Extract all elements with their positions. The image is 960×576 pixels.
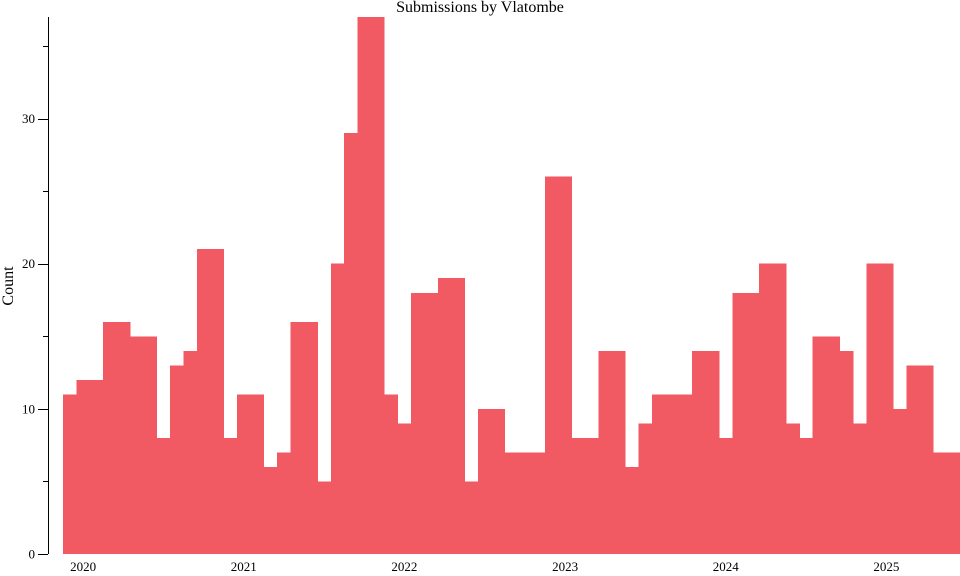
y-tick-label: 10 xyxy=(22,401,35,416)
bar-2021-04 xyxy=(277,452,291,554)
bar-2020-11 xyxy=(210,249,225,554)
bar-2022-11 xyxy=(531,452,546,554)
bar-2022-02 xyxy=(411,292,425,554)
bar-2021-02 xyxy=(250,394,265,554)
x-tick-label: 2024 xyxy=(713,559,740,574)
bar-2021-05 xyxy=(290,321,305,554)
bar-2023-09 xyxy=(665,394,680,554)
bar-2023-12 xyxy=(705,350,720,554)
bar-2021-12 xyxy=(384,394,399,554)
bar-2023-04 xyxy=(598,350,613,554)
bar-2023-01 xyxy=(558,176,573,554)
bar-2025-06 xyxy=(946,452,960,554)
bar-2020-09 xyxy=(183,350,198,554)
bar-2022-01 xyxy=(397,423,412,554)
bar-2019-12 xyxy=(63,394,77,554)
bar-2024-05 xyxy=(772,263,787,554)
bar-2023-08 xyxy=(652,394,666,554)
bar-2021-06 xyxy=(303,321,318,554)
bar-2022-03 xyxy=(424,292,439,554)
bar-2021-11 xyxy=(370,17,385,554)
bar-2021-10 xyxy=(357,17,372,554)
bar-2021-03 xyxy=(263,466,278,554)
bar-2024-11 xyxy=(852,423,867,554)
bar-2020-02 xyxy=(89,379,104,554)
bars-group xyxy=(63,17,960,555)
y-tick-label: 0 xyxy=(29,547,36,562)
bar-2023-07 xyxy=(638,423,653,554)
bar-2024-04 xyxy=(759,263,773,554)
y-axis: 0 10 20 30 xyxy=(22,17,49,562)
bar-2020-08 xyxy=(170,365,184,554)
bar-2023-02 xyxy=(571,437,586,554)
bar-2022-10 xyxy=(518,452,532,554)
bar-2024-03 xyxy=(745,292,760,554)
bar-2024-06 xyxy=(785,423,800,554)
bar-2023-10 xyxy=(678,394,693,554)
bar-2025-05 xyxy=(933,452,948,554)
y-tick-label: 20 xyxy=(22,256,35,271)
bar-2022-08 xyxy=(491,408,506,554)
bar-2025-03 xyxy=(906,365,921,554)
bar-2023-05 xyxy=(611,350,626,554)
bar-2024-10 xyxy=(839,350,854,554)
chart-title: Submissions by Vlatombe xyxy=(396,0,564,16)
bar-2023-06 xyxy=(625,466,640,554)
bar-2025-02 xyxy=(893,408,907,554)
bar-2023-03 xyxy=(585,437,599,554)
bar-2023-11 xyxy=(692,350,707,554)
bar-2020-07 xyxy=(156,437,171,554)
bar-2020-04 xyxy=(116,321,131,554)
bar-2022-09 xyxy=(504,452,519,554)
bar-2021-07 xyxy=(317,481,332,554)
bar-2021-08 xyxy=(330,263,345,554)
x-tick-label: 2025 xyxy=(873,559,899,574)
x-tick-label: 2023 xyxy=(552,559,578,574)
bar-2024-02 xyxy=(732,292,747,554)
bar-2025-01 xyxy=(879,263,894,554)
bar-2021-09 xyxy=(344,133,358,555)
bar-2025-04 xyxy=(919,365,934,554)
y-tick-label: 30 xyxy=(22,111,35,126)
bar-2022-04 xyxy=(437,278,452,554)
bar-2024-07 xyxy=(799,437,814,554)
bar-2020-03 xyxy=(103,321,117,554)
bar-2022-07 xyxy=(478,408,492,554)
x-tick-label: 2020 xyxy=(70,559,96,574)
bar-2024-09 xyxy=(826,336,840,554)
bar-2020-10 xyxy=(196,249,211,554)
bar-2020-12 xyxy=(223,437,238,554)
bar-2020-01 xyxy=(76,379,91,554)
y-axis-label: Count xyxy=(0,266,17,306)
bar-2022-05 xyxy=(451,278,466,554)
bar-2022-12 xyxy=(544,176,559,554)
bar-2024-12 xyxy=(866,263,881,554)
bar-2020-06 xyxy=(143,336,158,554)
bar-2024-01 xyxy=(719,437,733,554)
bar-2024-08 xyxy=(812,336,827,554)
x-tick-label: 2021 xyxy=(231,559,257,574)
x-axis: 2020 2021 2022 2023 2024 2025 xyxy=(70,559,899,574)
bar-2020-05 xyxy=(129,336,144,554)
x-tick-label: 2022 xyxy=(391,559,417,574)
bar-2022-06 xyxy=(464,481,479,554)
bar-2021-01 xyxy=(237,394,251,554)
